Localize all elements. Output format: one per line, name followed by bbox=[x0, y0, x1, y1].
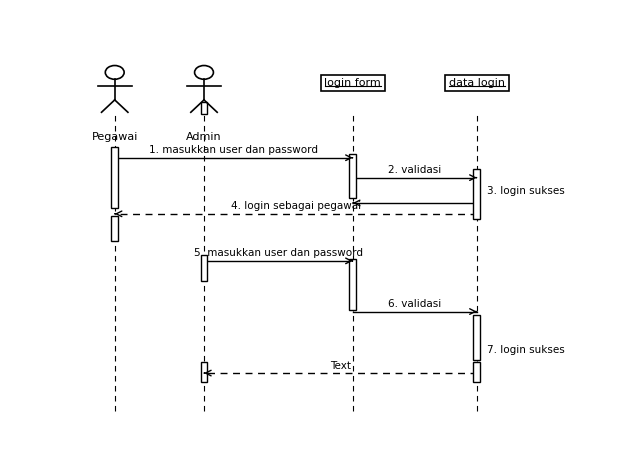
Text: login form: login form bbox=[324, 78, 381, 88]
Bar bbox=[349, 154, 356, 197]
Bar bbox=[200, 362, 207, 382]
Bar bbox=[111, 216, 118, 241]
Bar bbox=[445, 75, 509, 91]
Bar bbox=[200, 102, 207, 114]
Text: 7. login sukses: 7. login sukses bbox=[486, 345, 564, 355]
Bar bbox=[321, 75, 385, 91]
Bar bbox=[474, 362, 480, 382]
Text: Text: Text bbox=[330, 360, 351, 370]
Text: 4. login sebagai pegawai: 4. login sebagai pegawai bbox=[230, 201, 361, 212]
Bar bbox=[111, 147, 118, 208]
Text: Pegawai: Pegawai bbox=[92, 133, 138, 142]
Text: 3. login sukses: 3. login sukses bbox=[486, 186, 564, 196]
Text: 5. masukkan user dan password: 5. masukkan user dan password bbox=[194, 248, 363, 259]
Bar bbox=[200, 256, 207, 281]
Text: 6. validasi: 6. validasi bbox=[388, 299, 442, 309]
Text: 1. masukkan user dan password: 1. masukkan user dan password bbox=[149, 145, 318, 155]
Bar bbox=[349, 259, 356, 310]
Bar bbox=[474, 315, 480, 360]
Bar bbox=[474, 169, 480, 219]
Text: data login: data login bbox=[449, 78, 505, 88]
Text: 2. validasi: 2. validasi bbox=[388, 165, 442, 175]
Text: Admin: Admin bbox=[186, 133, 222, 142]
